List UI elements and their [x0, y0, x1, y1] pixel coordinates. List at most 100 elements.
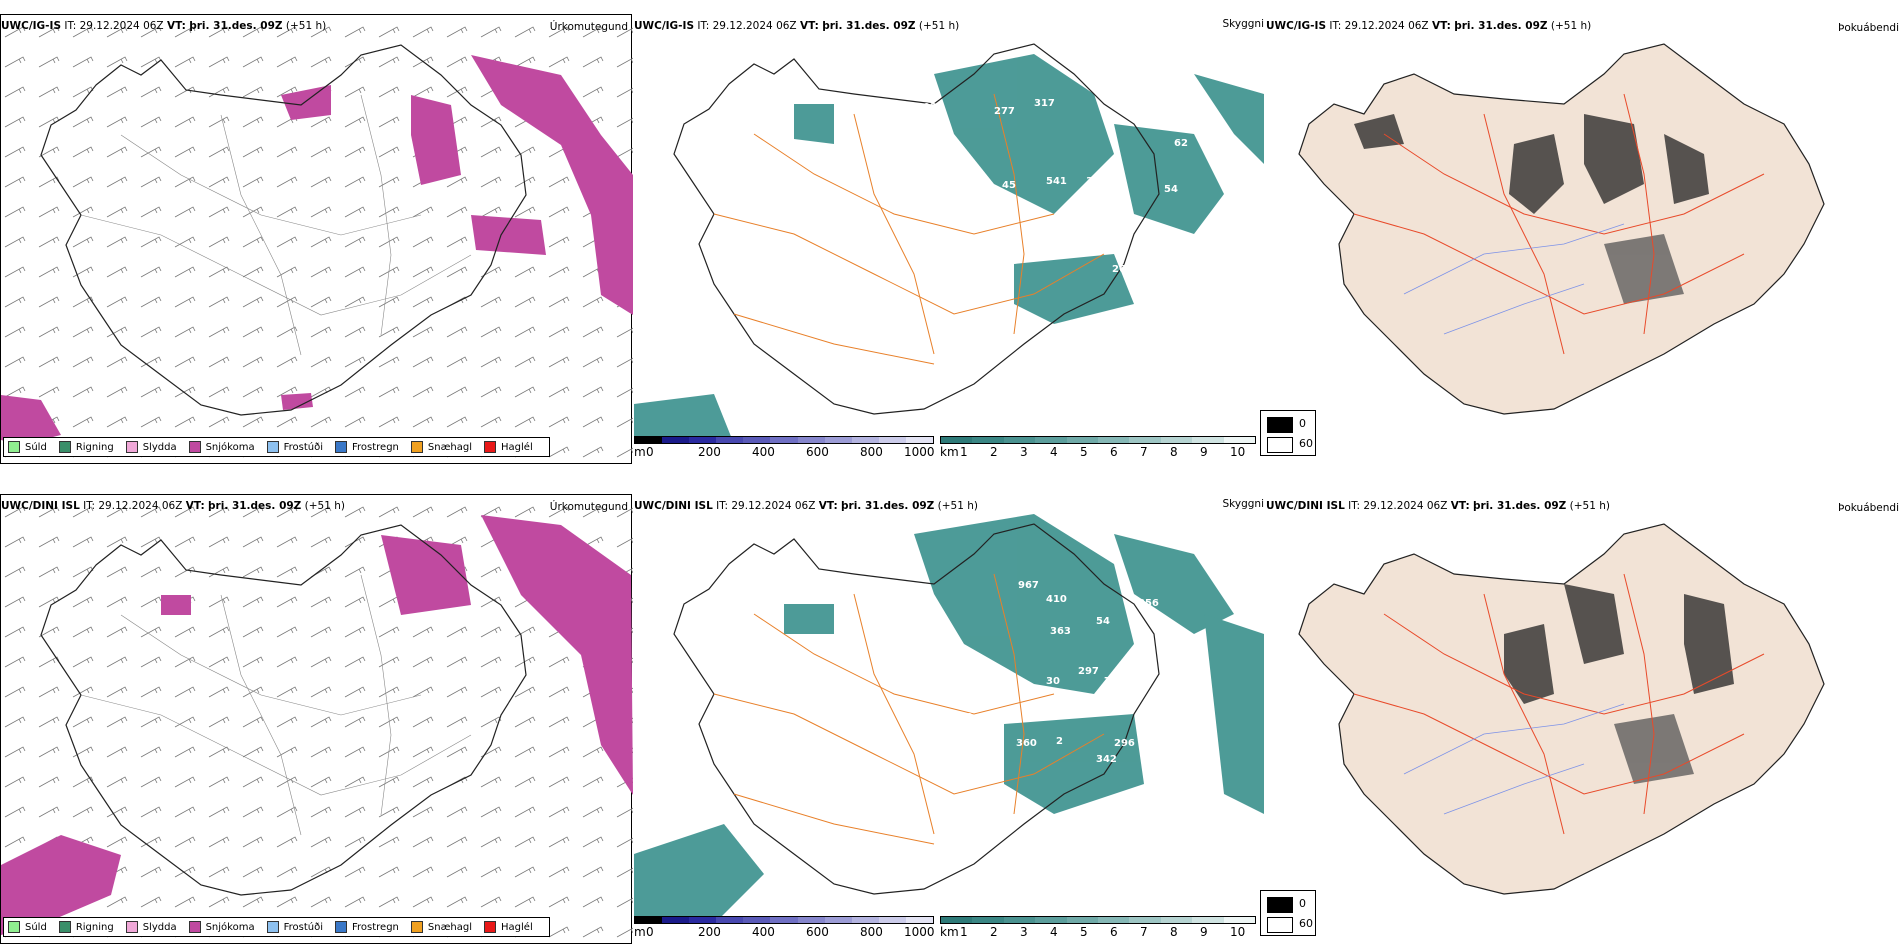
elevation-unit: m [634, 925, 646, 939]
panel-title-cloud: Skyggni [1222, 18, 1265, 30]
legend-swatch [410, 441, 423, 453]
vt-label: VT: [185, 500, 205, 512]
legend-item-haglel: Haglél [484, 921, 533, 933]
ceiling-label: 277 [994, 106, 1015, 117]
ceiling-label: 357 [1086, 176, 1107, 187]
legend-item-frostudi: Frostúði [266, 921, 323, 933]
fog-panel-top: Þokuábendi 0 60 [1260, 14, 1900, 464]
legend-item-rigning: Rigning [58, 921, 114, 933]
legend-swatch [266, 921, 279, 933]
it-label: IT: [1348, 500, 1361, 512]
visibility-tick: 9 [1200, 925, 1208, 939]
iceland-landmass [1298, 523, 1825, 895]
road-network [713, 573, 1105, 845]
elevation-colorbar: m 0 200 400 600 800 1000 [634, 436, 935, 460]
legend-swatch [484, 441, 497, 453]
visibility-tick: 6 [1110, 445, 1118, 459]
legend-swatch [266, 441, 279, 453]
ceiling-label: 269 [1112, 264, 1133, 275]
visibility-tick: 10 [1230, 445, 1246, 459]
visibility-tick: 2 [990, 445, 998, 459]
ceiling-label: 54 [1096, 616, 1110, 627]
ceiling-label: 2 [1056, 736, 1063, 747]
lead-time: (+51 h) [1550, 20, 1592, 32]
ceiling-label: 45 [1002, 180, 1016, 191]
legend-label: Frostúði [283, 441, 323, 453]
legend-label: Frostregn [352, 921, 399, 933]
fog-roads [1353, 93, 1765, 355]
visibility-tick: 4 [1050, 445, 1058, 459]
vt-label: VT: [1450, 500, 1470, 512]
elevation-labels: 403 277 317 230 255 541 357 62 54 45 374… [889, 98, 1188, 275]
lead-time: (+51 h) [304, 500, 345, 512]
it-value: 29.12.2024 06Z [98, 500, 183, 512]
precip-legend: Súld Rigning Slydda Snjókoma Frostúði Fr… [3, 917, 550, 937]
header-fog-bottom: UWC/DINI ISL IT: 29.12.2024 06Z VT: þri.… [1266, 500, 1610, 512]
it-value: 29.12.2024 06Z [1363, 500, 1448, 512]
ceiling-label: 410 [1046, 594, 1067, 605]
visibility-tick: 1 [960, 445, 968, 459]
fog-map-bottom [1298, 523, 1825, 895]
legend-label: Súld [25, 921, 47, 933]
legend-label: Snjókoma [205, 921, 255, 933]
legend-item-frostudi: Frostúði [266, 441, 323, 453]
panel-title-precip: Úrkomutegund [549, 501, 628, 513]
model-name: UWC/IG-IS [634, 20, 695, 32]
elevation-tick: 600 [806, 925, 829, 939]
ceiling-label: 356 [1138, 598, 1159, 609]
iceland-outline [673, 43, 1160, 415]
rivers [1403, 703, 1625, 815]
header-cloud-bottom: UWC/DINI ISL IT: 29.12.2024 06Z VT: þri.… [634, 500, 978, 512]
ceiling-label: 62 [1174, 138, 1188, 149]
lead-time: (+51 h) [918, 20, 960, 32]
it-label: IT: [697, 20, 710, 32]
model-name: UWC/IG-IS [1, 20, 62, 32]
vt-label: VT: [799, 20, 819, 32]
vt-value: þri. 31.des. 09Z [189, 20, 283, 32]
header-precip-bottom: UWC/DINI ISL IT: 29.12.2024 06Z VT: þri.… [1, 500, 345, 512]
ceiling-label: 342 [1096, 754, 1117, 765]
visibility-tick: 8 [1170, 925, 1178, 939]
panel-title-fog: Þokuábendi [1838, 22, 1899, 34]
fog-map-top [1298, 43, 1825, 415]
legend-label: Frostúði [283, 921, 323, 933]
visibility-tick: 3 [1020, 445, 1028, 459]
visibility-colorbar-gradient [940, 436, 1256, 444]
legend-label: Haglél [501, 921, 533, 933]
elevation-colorbar-gradient [634, 916, 934, 924]
fog-roads [1353, 573, 1765, 835]
visibility-unit: km [940, 445, 959, 459]
visibility-tick: 3 [1020, 925, 1028, 939]
it-value: 29.12.2024 06Z [731, 500, 816, 512]
visibility-tick: 7 [1140, 925, 1148, 939]
fog-dark-areas [1504, 584, 1734, 784]
elevation-colorbar: m 0 200 400 600 800 1000 [634, 916, 935, 940]
vt-value: þri. 31.des. 09Z [1473, 500, 1567, 512]
legend-item-snjokoma: Snjókoma [188, 441, 255, 453]
visibility-tick: 4 [1050, 925, 1058, 939]
lead-time: (+51 h) [1569, 500, 1610, 512]
it-label: IT: [64, 20, 77, 32]
elevation-tick: 200 [698, 925, 721, 939]
header-fog-top: UWC/IG-IS IT: 29.12.2024 06Z VT: þri. 31… [1266, 20, 1591, 32]
precip-legend: Súld Rigning Slydda Snjókoma Frostúði Fr… [3, 437, 550, 457]
fog-legend-low: 60 [1299, 437, 1313, 450]
vt-value: þri. 31.des. 09Z [1454, 20, 1548, 32]
precip-roads [80, 574, 472, 836]
iceland-outline [40, 44, 527, 416]
legend-label: Frostregn [352, 441, 399, 453]
ceiling-label: 403 [916, 102, 937, 113]
snow-areas [1, 55, 633, 445]
model-name: UWC/DINI ISL [1266, 500, 1345, 512]
legend-swatch [410, 921, 423, 933]
cloud-panel-bottom: 967 410 36 356 45 363 54 30 297 230 360 … [634, 494, 1264, 944]
ceiling-label: 1 [964, 182, 971, 193]
cloud-map-bottom: 967 410 36 356 45 363 54 30 297 230 360 … [634, 514, 1264, 924]
lead-time: (+51 h) [285, 20, 327, 32]
iceland-outline [673, 523, 1160, 895]
legend-swatch [8, 441, 20, 453]
fog-legend-low: 60 [1299, 917, 1313, 930]
road-network [713, 93, 1105, 365]
visibility-unit: km [940, 925, 959, 939]
visibility-tick: 5 [1080, 445, 1088, 459]
